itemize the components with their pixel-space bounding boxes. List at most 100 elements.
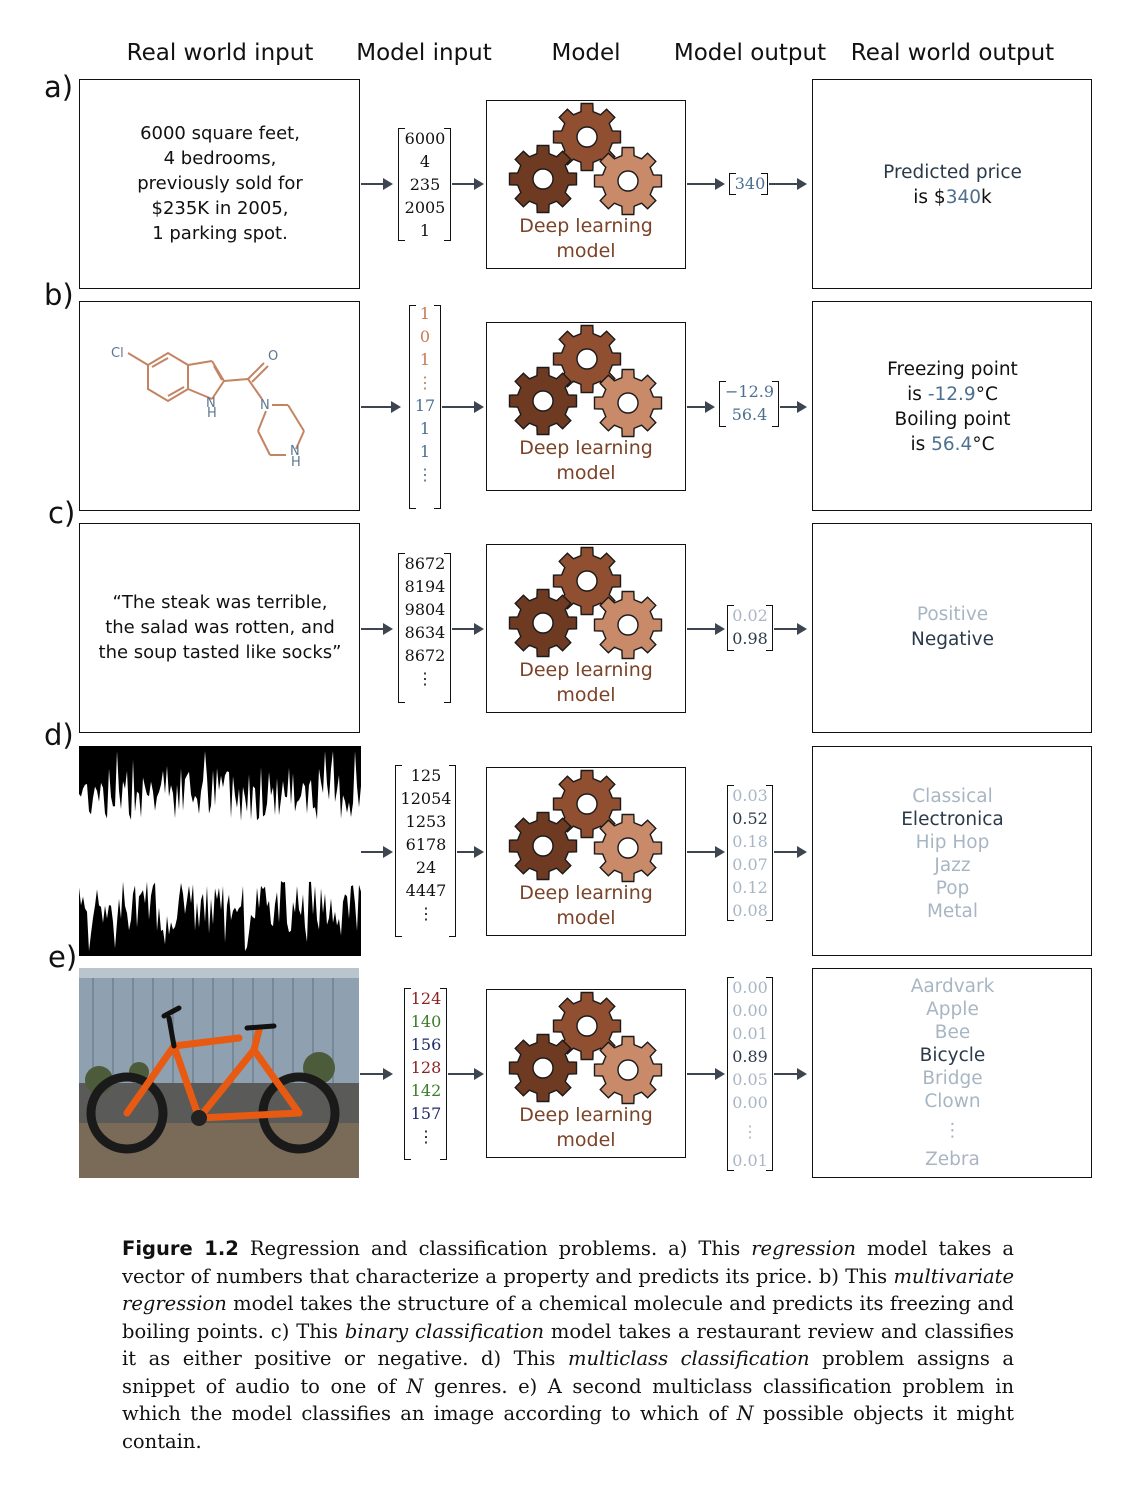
atom-label: N (260, 398, 270, 413)
output-text: is $ (913, 187, 946, 208)
vector-value: 4447 (405, 881, 447, 900)
gear-hole (532, 612, 554, 634)
model-output-vector-e: 0.00 0.00 0.01 0.89 0.05 0.00 ⋮ 0.01 (729, 976, 771, 1172)
output-bracket-left (727, 605, 734, 651)
output-value: -12.9 (927, 384, 976, 405)
vector-value: ⋮ (742, 1122, 758, 1141)
vector-value: 0.00 (732, 978, 768, 997)
model-label-line: model (556, 684, 616, 706)
vector-value: 142 (410, 1081, 442, 1100)
model-label-line: model (556, 907, 616, 929)
gear-hole (532, 1057, 554, 1079)
gears-icon (508, 991, 663, 1105)
predicted-properties: Freezing point is -12.9°C Boiling point … (813, 357, 1092, 457)
vector-value: 0.98 (732, 629, 768, 648)
model-box-b: Deep learning model (486, 322, 686, 491)
model-label: Deep learning model (487, 214, 685, 264)
vector-bracket-right (444, 553, 451, 703)
output-text: is (910, 434, 932, 455)
input-line: 4 bedrooms, (163, 148, 277, 169)
header-real-world-output: Real world output (850, 40, 1055, 66)
model-label: Deep learning model (487, 881, 685, 931)
arrow-input-c (361, 623, 393, 635)
vector-value: 235 (409, 175, 441, 194)
model-output-vector-b: −12.9 56.4 (721, 380, 778, 426)
vector-value: 0.03 (732, 786, 768, 805)
vector-value: 340 (734, 174, 766, 193)
vector-value: 0.01 (732, 1024, 768, 1043)
vector-value: 8672 (404, 646, 446, 665)
model-label-line: Deep learning (519, 437, 653, 459)
gear-hole (617, 392, 639, 414)
vector-value: 0.01 (732, 1151, 768, 1170)
model-label-line: model (556, 240, 616, 262)
vector-value: 0 (419, 327, 431, 346)
model-label-line: Deep learning (519, 882, 653, 904)
atom-label: Cl (111, 346, 124, 361)
header-model-input: Model input (356, 40, 492, 66)
vector-value: 6178 (405, 835, 447, 854)
arrow-to-model-d (457, 846, 484, 858)
atom-label: N (206, 396, 216, 411)
audio-waveform (79, 746, 361, 956)
vector-bracket-left (398, 128, 405, 241)
output-text: °C (975, 384, 998, 405)
output-line: Bicycle (919, 1045, 986, 1066)
gear-hole (576, 126, 598, 148)
atom-label: H (291, 455, 301, 470)
caption-emphasis: regression (751, 1237, 856, 1260)
predicted-price: Predicted price is $340k (813, 160, 1092, 210)
gear-hole (576, 1015, 598, 1037)
arrow-input-e (360, 1068, 393, 1080)
output-box-a (812, 79, 1092, 289)
gear-hole (576, 793, 598, 815)
vector-value: 1253 (405, 812, 447, 831)
row-label-d: d) (44, 718, 74, 752)
vector-value: 8634 (404, 623, 446, 642)
model-box-a: Deep learning model (486, 100, 686, 269)
caption-math: N (406, 1374, 424, 1398)
model-box-e: Deep learning model (486, 989, 686, 1158)
caption-emphasis: multiclass classification (567, 1347, 810, 1370)
output-text: k (981, 187, 992, 208)
caption-emphasis: binary classification (344, 1319, 545, 1343)
output-value: 340 (945, 187, 982, 208)
vector-value: 157 (410, 1104, 442, 1123)
vector-value: 128 (410, 1058, 442, 1077)
arrow-from-model-e (687, 1068, 725, 1080)
caption-text: model takes the structure of a chemical … (122, 1292, 1014, 1343)
vector-bracket-left (395, 765, 402, 937)
output-line: Jazz (934, 855, 971, 876)
vector-value: 8194 (404, 577, 446, 596)
figure-number: Figure 1.2 (122, 1237, 239, 1260)
vector-value: 0.00 (732, 1001, 768, 1020)
model-input-vector-e: 124 140 156 128 142 157 ⋮ (406, 987, 446, 1148)
input-line: 6000 square feet, (140, 123, 300, 144)
arrow-from-model-c (687, 623, 725, 635)
vector-value: 9804 (404, 600, 446, 619)
output-line: Apple (926, 999, 979, 1020)
caption-text: model takes a restaurant review and clas… (122, 1319, 1014, 1371)
output-line: Metal (926, 901, 979, 922)
output-bracket-left (727, 785, 734, 921)
header-model: Model (551, 40, 621, 66)
vector-value: 140 (410, 1012, 442, 1031)
gear-hole (532, 835, 554, 857)
vector-value: 0.02 (732, 606, 768, 625)
model-box-d: Deep learning model (486, 767, 686, 936)
output-box-e (812, 968, 1092, 1178)
output-bracket-right (766, 977, 773, 1171)
vector-value: 1 (419, 304, 431, 323)
output-line: Zebra (925, 1149, 980, 1170)
model-label-line: model (556, 462, 616, 484)
gear-hole (532, 390, 554, 412)
output-line: Bee (934, 1022, 971, 1043)
caption-text: model takes a vector of numbers that cha… (122, 1237, 1014, 1288)
arrow-output-c (774, 623, 807, 635)
model-label: Deep learning model (487, 658, 685, 708)
output-line: Hip Hop (915, 832, 990, 853)
arrow-input-a (361, 178, 393, 190)
vector-value: 124 (410, 989, 442, 1008)
vector-value: 8672 (404, 554, 446, 573)
bicycle-photo (79, 968, 359, 1178)
